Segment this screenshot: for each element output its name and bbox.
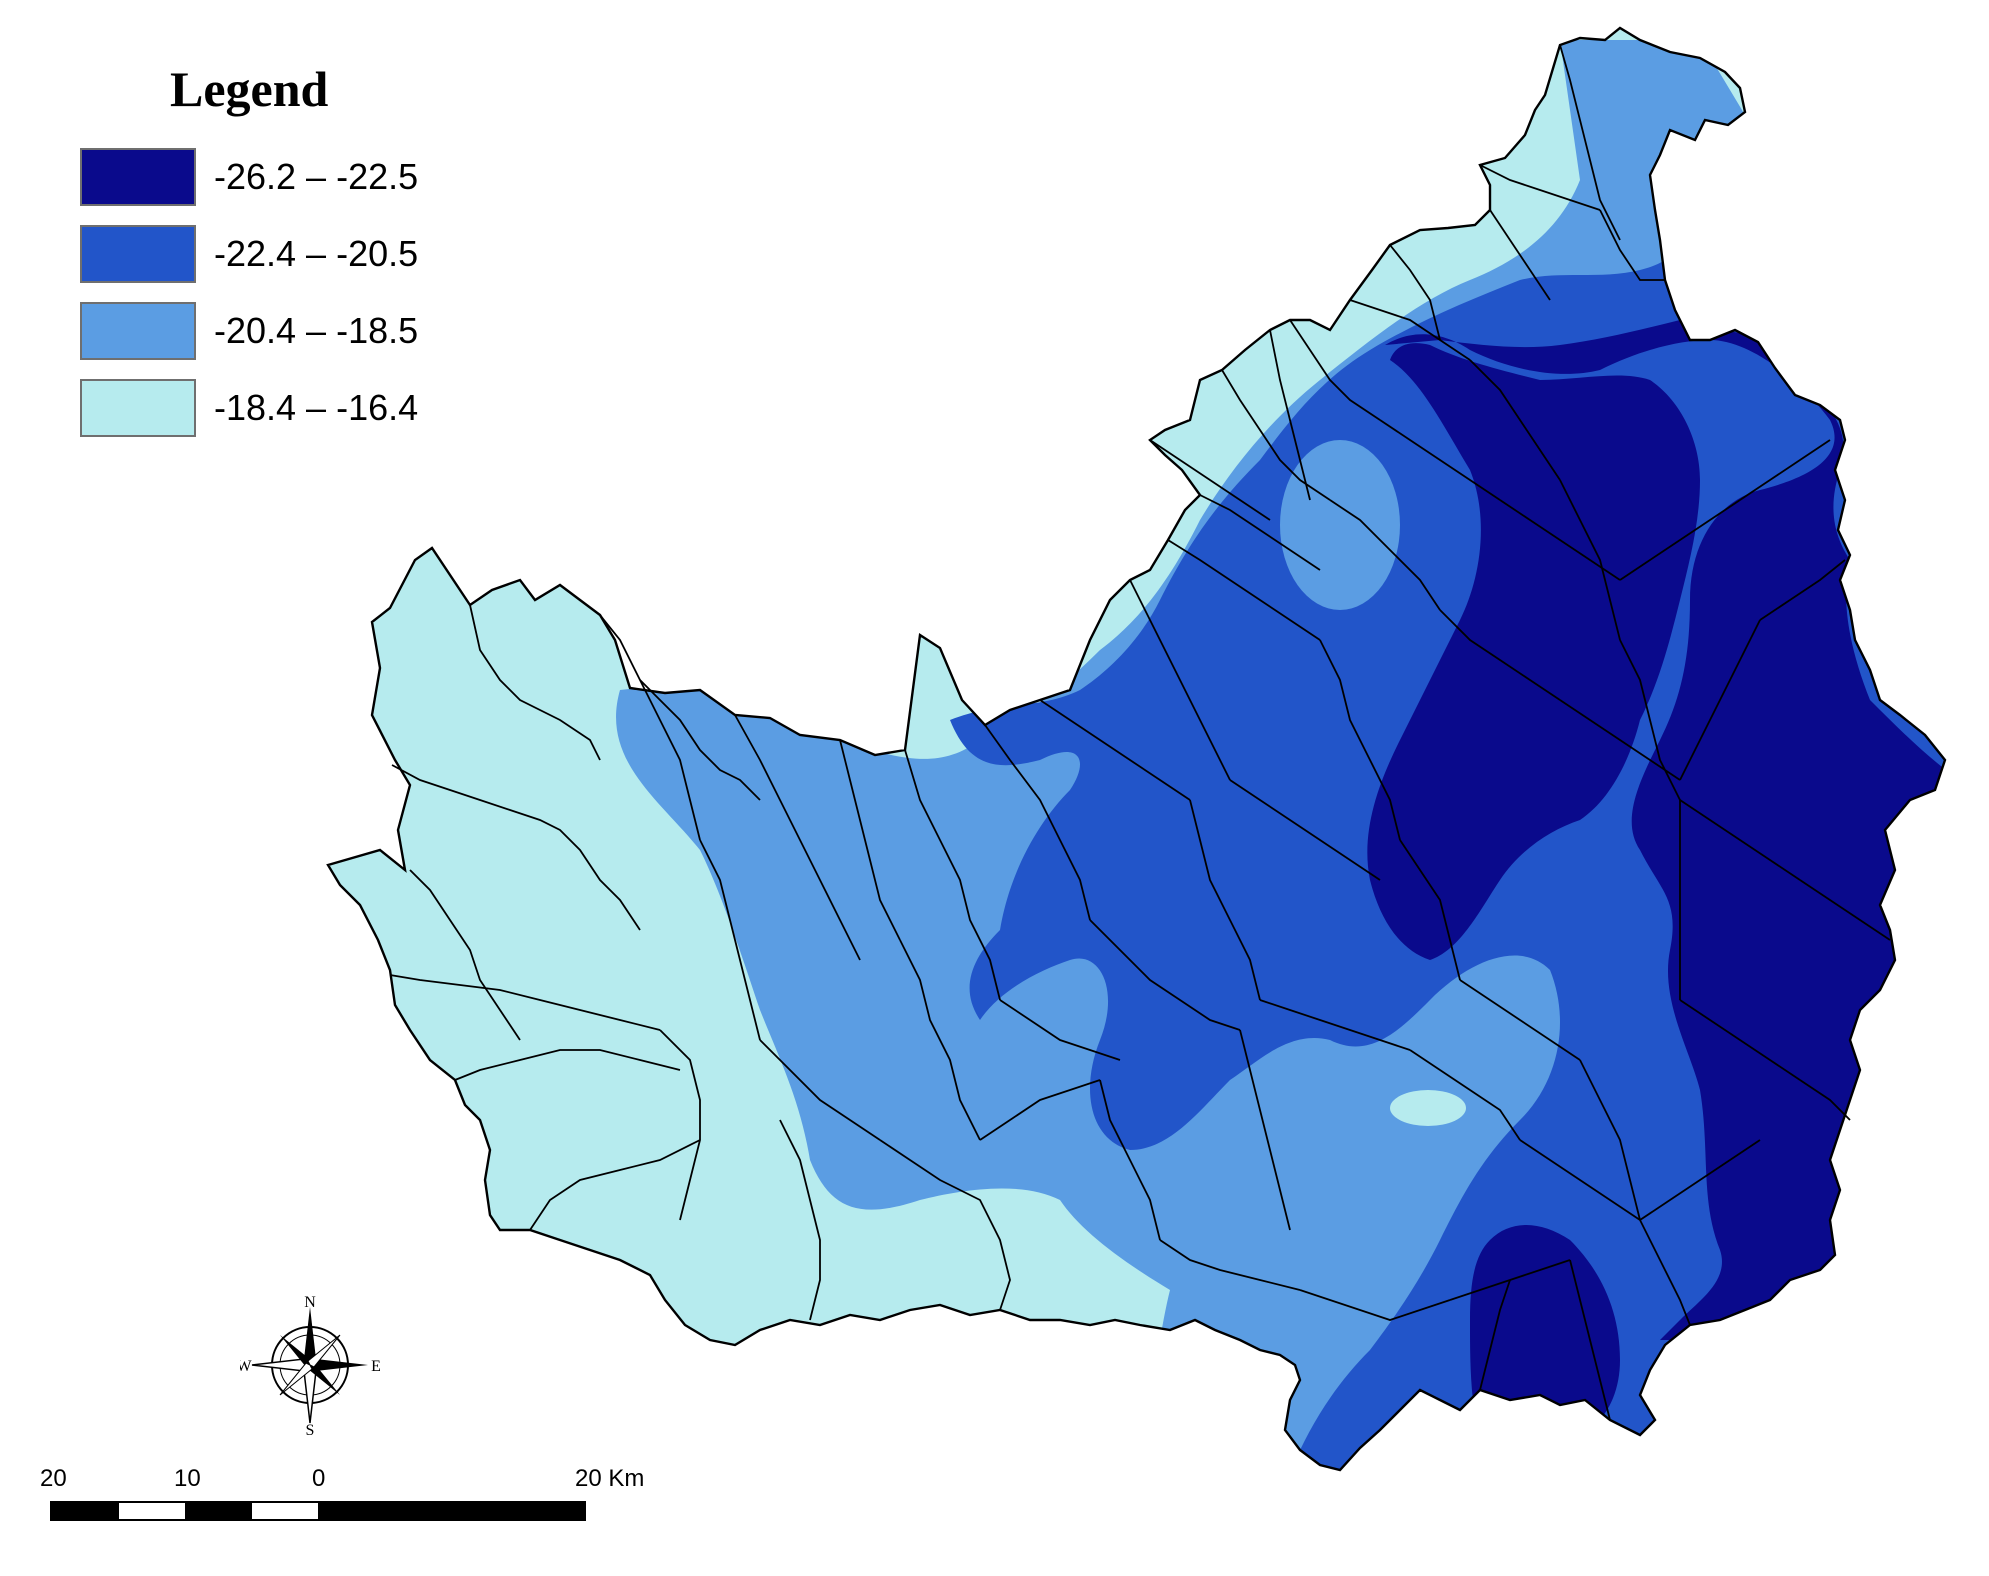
scale-label: 10 bbox=[174, 1465, 201, 1492]
scale-segment bbox=[384, 1503, 451, 1519]
scale-segment bbox=[517, 1503, 584, 1519]
compass-n-label: N bbox=[304, 1295, 316, 1311]
legend-swatch bbox=[80, 379, 196, 437]
legend-item: -22.4 – -20.5 bbox=[80, 223, 500, 285]
scale-bar: 20 10 0 20 Km bbox=[40, 1465, 660, 1545]
legend: Legend -26.2 – -22.5 -22.4 – -20.5 -20.4… bbox=[80, 60, 500, 454]
legend-swatch bbox=[80, 148, 196, 206]
district-boundaries bbox=[389, 44, 1891, 1421]
legend-title: Legend bbox=[170, 61, 329, 117]
legend-swatch bbox=[80, 225, 196, 283]
legend-label: -26.2 – -22.5 bbox=[214, 156, 419, 197]
legend-swatch bbox=[80, 302, 196, 360]
class-3-island-north bbox=[1280, 440, 1400, 610]
compass-s-label: S bbox=[306, 1422, 315, 1435]
legend-label: -18.4 – -16.4 bbox=[214, 387, 419, 428]
compass-rose-icon: N S W E bbox=[236, 1294, 380, 1439]
scale-label: 20 bbox=[40, 1465, 67, 1492]
scale-segment bbox=[251, 1503, 318, 1519]
legend-item: -18.4 – -16.4 bbox=[80, 377, 500, 439]
scale-segment bbox=[118, 1503, 185, 1519]
class-4-island bbox=[1390, 1090, 1466, 1126]
scale-label: 20 Km bbox=[575, 1465, 645, 1492]
legend-label: -20.4 – -18.5 bbox=[214, 310, 419, 351]
scale-segment bbox=[318, 1503, 385, 1519]
compass-w-label: W bbox=[240, 1358, 252, 1375]
scale-label: 0 bbox=[312, 1465, 326, 1492]
legend-item: -26.2 – -22.5 bbox=[80, 146, 500, 208]
class-1-area bbox=[1367, 320, 1945, 1440]
scale-segment bbox=[185, 1503, 252, 1519]
scale-segment bbox=[451, 1503, 518, 1519]
choropleth-fill bbox=[328, 28, 1945, 1470]
region-outline bbox=[326, 26, 1947, 1472]
legend-label: -22.4 – -20.5 bbox=[214, 233, 419, 274]
compass-e-label: E bbox=[371, 1358, 380, 1375]
scale-bar-segments bbox=[50, 1501, 586, 1521]
scale-segment bbox=[52, 1503, 119, 1519]
legend-item: -20.4 – -18.5 bbox=[80, 300, 500, 362]
